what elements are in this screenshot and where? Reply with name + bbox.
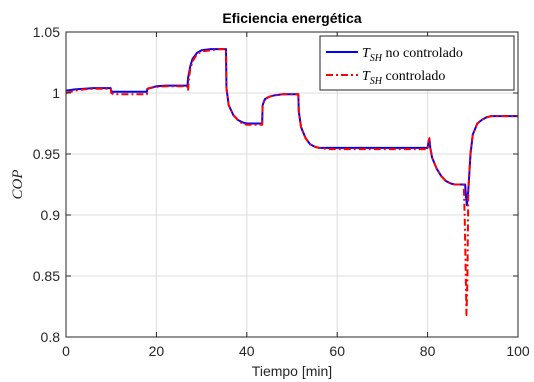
y-axis-label: COP [10,170,26,200]
y-tick-label: 1 [52,85,60,101]
legend-box [319,35,515,91]
legend-label: TSH no controlado [362,46,463,64]
x-tick-label: 0 [62,343,70,359]
legend: TSH no controlado TSH controlado [319,35,515,91]
x-tick-label: 60 [329,343,345,359]
series-layer [65,48,518,317]
y-tick-label: 0.9 [41,207,61,223]
legend-label: TSH controlado [362,69,445,87]
ticks: 0 20 40 60 80 100 0.8 0.85 0.9 0.95 1 1.05 [33,24,530,359]
y-tick-label: 1.05 [33,24,60,40]
y-tick-label: 0.95 [33,146,60,162]
y-tick-label: 0.85 [33,268,60,284]
chart-title: Eficiencia energética [222,10,362,26]
x-axis-label: Tiempo [min] [252,363,332,379]
plot-frame [65,31,519,338]
x-tick-label: 40 [239,343,255,359]
series-line-controlado [65,48,518,317]
x-tick-label: 20 [149,343,165,359]
x-tick-label: 100 [506,343,530,359]
x-tick-label: 80 [420,343,436,359]
y-tick-label: 0.8 [41,329,61,345]
